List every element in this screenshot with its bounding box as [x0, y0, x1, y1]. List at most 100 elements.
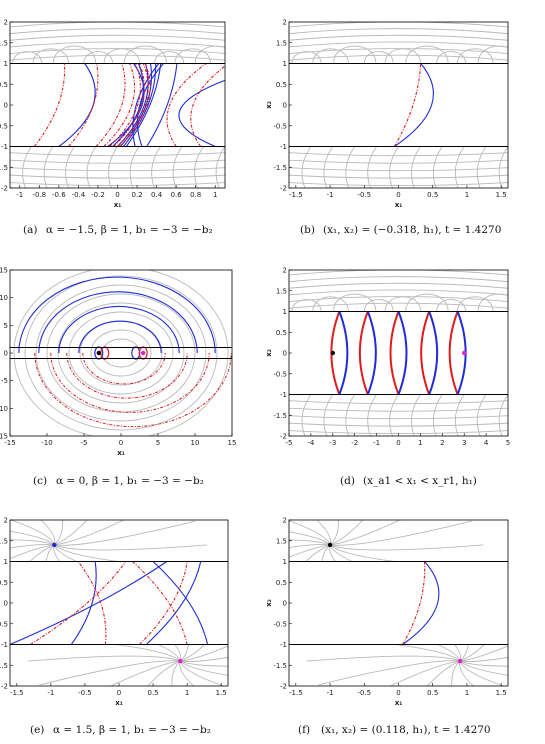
red-trajectory: [50, 352, 210, 413]
streamline: [10, 34, 225, 41]
streamline: [411, 146, 421, 188]
y-tick-label: -1: [1, 143, 8, 151]
x-tick-label: 5: [156, 439, 160, 447]
caption-e: α = 1.5, β = 1, b₁ = −3 = −b₂: [53, 724, 211, 736]
streamline: [289, 276, 508, 283]
y-tick-label: 0.5: [0, 579, 8, 587]
x-tick-label: 1: [465, 191, 469, 199]
blue-trajectory: [178, 79, 225, 148]
blue-lens: [366, 311, 377, 395]
y-tick-label: 1.5: [276, 537, 287, 545]
x-tick-label: 0: [119, 439, 123, 447]
streamline: [318, 660, 461, 686]
y-tick-label: 2: [4, 517, 8, 525]
x-tick-label: 1: [418, 439, 422, 447]
red-trajectory: [34, 352, 232, 428]
panel-e: -1.5-1-0.500.511.5-2-1.5-1-0.500.511.52x…: [0, 517, 229, 707]
x-tick-label: -1: [327, 689, 334, 697]
caption-label-f: (f): [298, 724, 310, 736]
x-tick-label: -15: [4, 439, 15, 447]
streamline: [389, 394, 399, 436]
x-tick-label: 0: [115, 191, 119, 199]
y-tick-label: -1.5: [273, 662, 287, 670]
caption-label-c: (c): [33, 475, 47, 487]
caption-label-b: (b): [300, 224, 315, 236]
blue-trajectory: [132, 63, 160, 147]
blue-trajectory: [58, 305, 180, 354]
streamline: [86, 146, 97, 188]
x-tick-label: 0.5: [427, 689, 438, 697]
streamline: [477, 293, 508, 312]
streamline: [147, 660, 181, 686]
streamline: [451, 660, 461, 686]
streamline: [10, 539, 55, 546]
y-tick-label: 0.5: [276, 579, 287, 587]
streamline: [289, 544, 331, 558]
panel-b: -1.5 -1 -0.5 0 0.5 1 1.5-2-1.5-1-0.500.511.52x…: [265, 19, 509, 209]
streamline: [39, 660, 181, 686]
streamline: [289, 407, 508, 412]
red-trajectory: [132, 561, 188, 645]
x-tick-label: 10: [191, 439, 200, 447]
y-tick-label: -1: [280, 641, 287, 649]
x-tick-label: 4: [484, 439, 489, 447]
red-trajectory: [68, 63, 99, 147]
red-trajectory: [113, 63, 145, 147]
x-tick-label: 0: [396, 689, 400, 697]
streamline: [57, 302, 185, 404]
streamline: [405, 293, 449, 312]
streamline: [289, 28, 508, 35]
blue-lens: [397, 311, 408, 395]
y-tick-label: -2: [1, 185, 8, 193]
streamline: [53, 520, 64, 546]
streamline: [43, 146, 54, 188]
equilibrium-point: [96, 350, 102, 356]
streamline: [194, 146, 204, 188]
streamline: [10, 159, 225, 164]
plot-area: [10, 520, 228, 686]
streamline: [289, 270, 508, 276]
x-tick-label: 0.5: [427, 191, 438, 199]
x-tick-label: 2: [440, 439, 444, 447]
streamline: [289, 296, 508, 302]
streamlines: [289, 22, 508, 188]
sliding-strip: [10, 561, 228, 645]
y-tick-label: 0: [4, 350, 8, 358]
streamline: [436, 299, 467, 312]
plot-area: [289, 520, 508, 686]
blue-trajectory: [18, 276, 216, 354]
streamline: [289, 48, 508, 54]
x-tick-label: -1: [373, 439, 380, 447]
blue-trajectory: [58, 63, 96, 147]
x-axis-label: x₁: [115, 699, 123, 707]
x-tick-label: -1.5: [289, 191, 303, 199]
x-tick-label: 0.6: [171, 191, 183, 199]
x-axis-label: x₁: [395, 201, 403, 209]
blue-trajectory: [402, 561, 440, 645]
y-tick-label: 1.5: [0, 537, 8, 545]
caption-b: (x₁, x₂) = (−0.318, h₁), t = 1.4270: [323, 224, 501, 236]
y-axis-label: x₂: [265, 101, 273, 109]
streamline: [363, 299, 394, 312]
red-trajectory: [33, 63, 66, 147]
x-tick-label: -5: [286, 439, 293, 447]
streamline: [179, 660, 195, 686]
y-tick-label: 0: [283, 600, 287, 608]
red-trajectory: [109, 63, 141, 147]
streamline: [54, 520, 196, 546]
x-tick-label: 0: [117, 689, 121, 697]
streamline: [454, 146, 465, 188]
streamline: [10, 174, 225, 179]
streamline: [329, 520, 339, 546]
streamline: [10, 152, 225, 157]
streamlines: [13, 270, 229, 436]
streamline: [13, 270, 229, 436]
streamline: [108, 146, 118, 188]
caption-c: α = 0, β = 1, b₁ = −3 = −b₂: [56, 475, 204, 487]
red-lens: [420, 311, 431, 395]
streamline: [459, 660, 508, 676]
x-tick-label: 0: [396, 191, 400, 199]
streamline: [103, 48, 141, 64]
streamline: [109, 660, 181, 686]
streamline: [179, 660, 225, 686]
